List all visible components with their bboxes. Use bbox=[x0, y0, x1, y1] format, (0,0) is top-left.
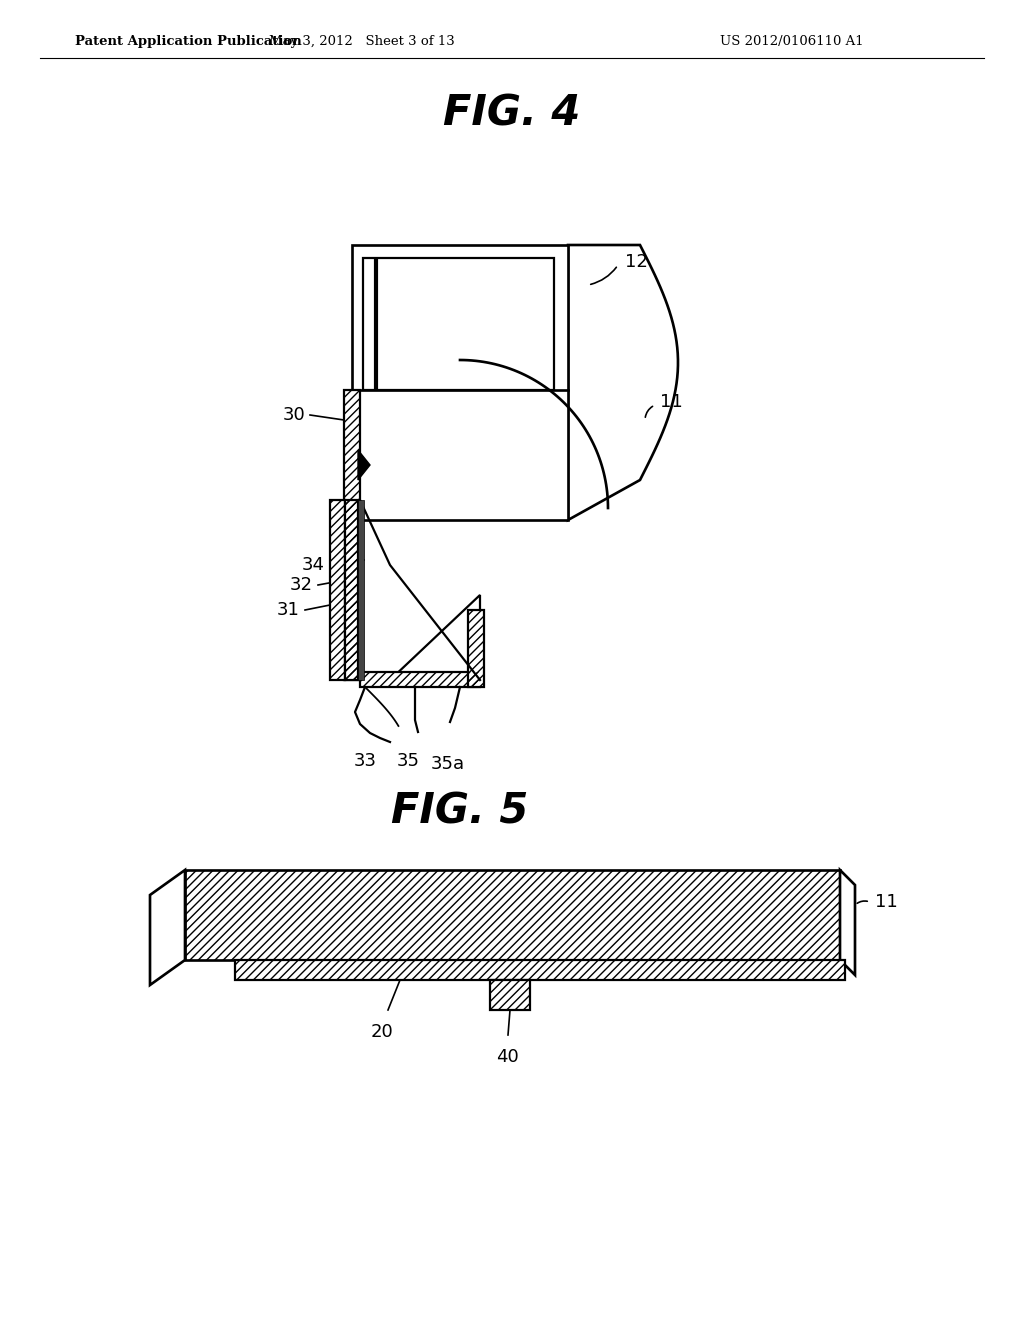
Polygon shape bbox=[840, 870, 855, 975]
PathPatch shape bbox=[568, 246, 678, 520]
Text: FIG. 5: FIG. 5 bbox=[391, 789, 528, 832]
Text: 32: 32 bbox=[290, 576, 313, 594]
Text: US 2012/0106110 A1: US 2012/0106110 A1 bbox=[720, 36, 863, 49]
Text: 30: 30 bbox=[283, 407, 305, 424]
Bar bbox=[185, 870, 840, 960]
Bar bbox=[360, 672, 480, 686]
Text: 20: 20 bbox=[371, 1023, 393, 1041]
Bar bbox=[344, 389, 360, 680]
PathPatch shape bbox=[390, 595, 480, 680]
Text: FIG. 4: FIG. 4 bbox=[443, 92, 581, 135]
Text: 35a: 35a bbox=[431, 755, 465, 774]
Bar bbox=[490, 979, 530, 1010]
Polygon shape bbox=[150, 870, 185, 985]
Bar bbox=[234, 960, 845, 979]
Bar bbox=[362, 257, 554, 389]
Bar bbox=[360, 672, 480, 686]
Bar bbox=[345, 500, 358, 680]
Text: 34: 34 bbox=[302, 556, 325, 574]
Text: May 3, 2012   Sheet 3 of 13: May 3, 2012 Sheet 3 of 13 bbox=[269, 36, 455, 49]
Bar bbox=[352, 246, 568, 520]
Text: 11: 11 bbox=[874, 894, 898, 911]
Bar bbox=[358, 500, 364, 680]
Text: 40: 40 bbox=[496, 1048, 518, 1067]
Text: 33: 33 bbox=[353, 752, 377, 770]
Text: 11: 11 bbox=[660, 393, 683, 411]
Bar bbox=[234, 960, 845, 979]
Bar bbox=[344, 389, 360, 680]
Bar bbox=[330, 500, 345, 680]
Polygon shape bbox=[358, 450, 370, 480]
Bar bbox=[345, 500, 358, 680]
Text: 35: 35 bbox=[396, 752, 420, 770]
Bar bbox=[185, 870, 840, 960]
Bar bbox=[330, 500, 345, 680]
Text: Patent Application Publication: Patent Application Publication bbox=[75, 36, 302, 49]
Text: 31: 31 bbox=[278, 601, 300, 619]
Text: 12: 12 bbox=[625, 253, 648, 271]
Bar bbox=[468, 610, 484, 686]
Bar bbox=[490, 979, 530, 1010]
Bar bbox=[468, 610, 484, 686]
